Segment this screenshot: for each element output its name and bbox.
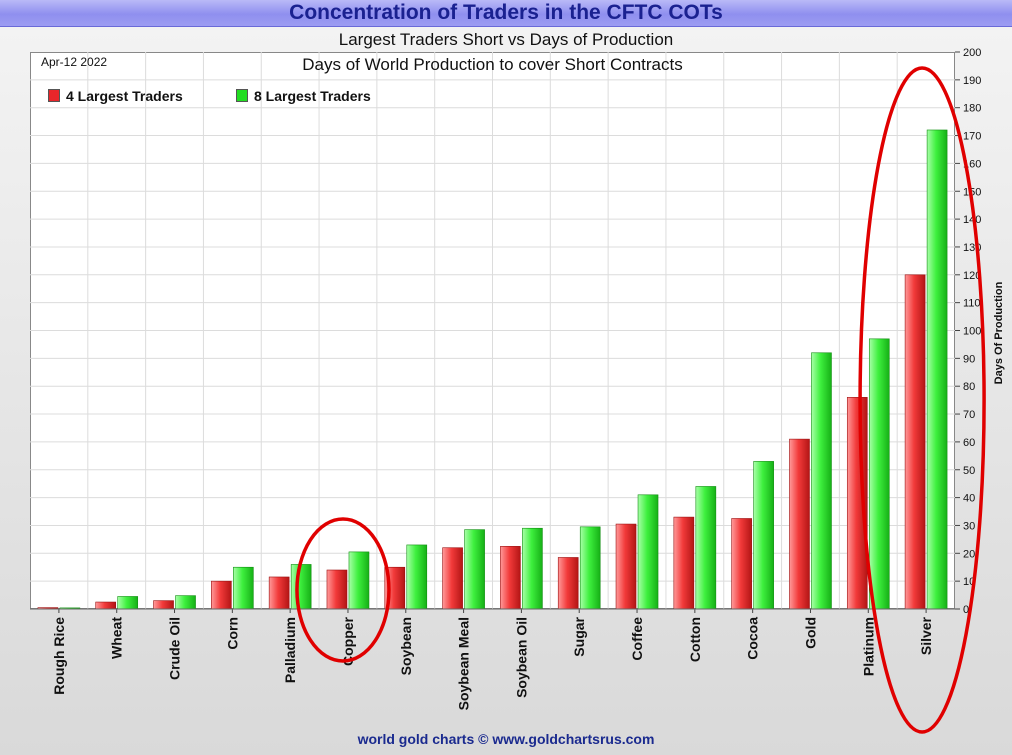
bar-8-largest-copper — [348, 551, 370, 610]
y-tick-label: 170 — [963, 131, 981, 143]
bar-4-largest-cotton — [673, 516, 695, 610]
y-tick-label: 180 — [963, 103, 981, 115]
chart-date: Apr-12 2022 — [41, 55, 108, 69]
bar-8-largest-silver — [926, 129, 948, 610]
bar-8-largest-crude-oil — [175, 595, 196, 610]
bar-8-largest-soybean-meal — [464, 529, 485, 610]
bar-4-largest-gold — [789, 438, 810, 610]
bar-8-largest-cocoa — [753, 461, 774, 610]
x-tick-label: Gold — [802, 617, 818, 649]
chart-header-title: Concentration of Traders in the CFTC COT… — [0, 0, 1012, 27]
bar-8-largest-palladium — [290, 564, 312, 610]
x-tick-label: Sugar — [571, 616, 587, 656]
bar-4-largest-cocoa — [731, 518, 752, 610]
x-tick-label: Silver — [918, 616, 934, 655]
x-tick-label: Crude Oil — [167, 617, 183, 680]
y-tick-label: 20 — [963, 548, 975, 560]
annotation-ellipse-silver — [858, 66, 986, 734]
x-tick-label: Rough Rice — [51, 617, 67, 695]
y-axis-label: Days Of Production — [993, 281, 1005, 385]
bar-8-largest-coffee — [637, 494, 659, 610]
x-tick-label: Cocoa — [745, 617, 761, 660]
y-tick-label: 60 — [963, 437, 975, 449]
y-tick-label: 70 — [963, 409, 975, 421]
y-tick-label: 30 — [963, 520, 975, 532]
bar-4-largest-soybean-oil — [500, 546, 521, 610]
y-tick-label: 200 — [963, 47, 981, 59]
y-tick-label: 190 — [963, 75, 981, 87]
x-tick-label: Wheat — [109, 617, 125, 659]
y-tick-label: 120 — [963, 270, 981, 282]
y-tick-label: 90 — [963, 353, 975, 365]
x-tick-label: Soybean — [398, 617, 414, 675]
x-tick-label: Soybean Meal — [456, 617, 472, 710]
legend-swatch-red — [48, 89, 60, 102]
bar-4-largest-corn — [211, 580, 232, 610]
x-tick-label: Copper — [340, 616, 356, 666]
legend-item-8-largest: 8 Largest Traders — [236, 88, 371, 104]
bar-4-largest-palladium — [268, 576, 290, 610]
x-tick-label: Corn — [224, 617, 240, 650]
y-tick-label: 100 — [963, 326, 981, 338]
y-tick-label: 140 — [963, 214, 981, 226]
chart-subtitle: Days of World Production to cover Short … — [302, 55, 683, 74]
bar-8-largest-sugar — [579, 526, 601, 610]
y-tick-label: 80 — [963, 381, 975, 393]
legend-label-8-largest: 8 Largest Traders — [254, 88, 371, 104]
bar-4-largest-crude-oil — [153, 600, 174, 610]
bar-8-largest-corn — [233, 566, 254, 610]
bar-4-largest-coffee — [615, 523, 637, 610]
y-tick-label: 40 — [963, 493, 975, 505]
annotation-ellipse-copper — [295, 517, 391, 663]
bar-4-largest-wheat — [95, 601, 117, 610]
bar-8-largest-gold — [811, 352, 832, 610]
bar-4-largest-silver — [904, 274, 926, 610]
bar-8-largest-soybean — [406, 544, 428, 610]
x-tick-label: Cotton — [687, 617, 703, 662]
y-tick-label: 110 — [963, 298, 981, 310]
bar-8-largest-wheat — [117, 596, 139, 610]
legend-swatch-green — [236, 89, 248, 102]
chart-title: Largest Traders Short vs Days of Product… — [338, 30, 674, 49]
footer-credit: world gold charts © www.goldchartsrus.co… — [357, 731, 655, 747]
x-tick-label: Soybean Oil — [513, 617, 529, 698]
bar-4-largest-soybean-meal — [442, 547, 463, 610]
bar-8-largest-cotton — [695, 486, 717, 610]
bar-8-largest-soybean-oil — [522, 527, 543, 610]
legend-label-4-largest: 4 Largest Traders — [66, 88, 183, 104]
legend-item-4-largest: 4 Largest Traders — [48, 88, 183, 104]
bar-4-largest-sugar — [557, 557, 579, 610]
bar-4-largest-copper — [326, 569, 348, 610]
bar-8-largest-platinum — [868, 338, 890, 610]
y-tick-label: 0 — [963, 604, 969, 616]
x-tick-label: Coffee — [629, 617, 645, 661]
y-tick-label: 50 — [963, 465, 975, 477]
x-tick-label: Platinum — [860, 617, 876, 676]
x-tick-label: Palladium — [282, 617, 298, 683]
